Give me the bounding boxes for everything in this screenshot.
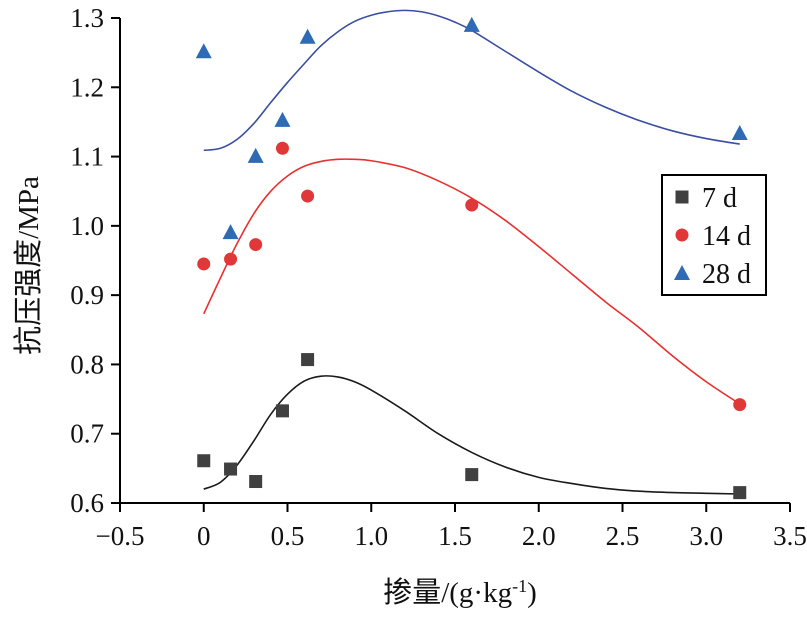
- data-point-7d: [301, 353, 315, 367]
- fit-curves: [203, 9, 741, 495]
- fit-curve-14d: [203, 158, 741, 405]
- x-axis-title-sup: -1: [512, 576, 527, 596]
- x-tick-label: 1.5: [438, 521, 472, 551]
- data-point-7d: [465, 468, 479, 482]
- x-tick-label: 1.0: [354, 521, 388, 551]
- data-point-14d: [249, 238, 263, 252]
- y-axis-title: 抗压强度/MPa: [12, 176, 45, 355]
- y-tick-label: 0.9: [70, 280, 104, 310]
- data-point-28d: [274, 111, 291, 127]
- y-tick-label: 0.6: [70, 488, 104, 518]
- y-ticks: 0.6 0.7 0.8 0.9 1.0 1.1 1.2 1.3: [70, 3, 120, 518]
- x-tick-label: 0.5: [271, 521, 305, 551]
- data-point-7d: [249, 475, 263, 489]
- fit-curve-7d: [203, 375, 740, 495]
- x-tick-label: 3.0: [689, 521, 723, 551]
- data-point-14d: [465, 198, 479, 212]
- data-point-28d: [222, 224, 239, 240]
- data-point-14d: [275, 141, 289, 155]
- data-point-28d: [195, 43, 212, 59]
- x-tick-label: 0: [197, 521, 211, 551]
- data-point-14d: [733, 398, 747, 412]
- x-tick-label: 2.5: [606, 521, 640, 551]
- data-point-7d: [275, 404, 289, 418]
- data-point-7d: [224, 462, 238, 476]
- data-point-7d: [733, 486, 747, 500]
- data-point-28d: [247, 147, 264, 163]
- x-ticks: −0.5 0 0.5 1.0 1.5 2.0 2.5 3.0 3.5: [96, 503, 807, 551]
- legend-items: 7 d 14 d 28 d: [674, 183, 751, 290]
- x-tick-label: 3.5: [773, 521, 807, 551]
- data-point-14d: [197, 257, 211, 271]
- legend-marker-14d: [675, 228, 689, 242]
- x-tick-label: 2.0: [522, 521, 556, 551]
- y-tick-label: 1.3: [70, 3, 104, 33]
- data-point-7d: [197, 454, 211, 468]
- x-axis-title-end: ): [527, 577, 537, 609]
- data-point-14d: [224, 252, 238, 266]
- data-point-28d: [463, 16, 480, 32]
- legend-label: 28 d: [702, 259, 751, 290]
- axes: −0.5 0 0.5 1.0 1.5 2.0 2.5 3.0 3.5 0.6 0.7 0.8 0.9 1…: [70, 3, 807, 551]
- legend-marker-28d: [674, 265, 690, 280]
- y-tick-label: 1.1: [70, 142, 104, 172]
- legend-marker-7d: [675, 190, 689, 204]
- data-points: [195, 16, 748, 500]
- data-point-14d: [301, 189, 315, 203]
- x-axis-title-main: 掺量/(g·kg: [383, 576, 512, 609]
- data-point-28d: [731, 125, 748, 141]
- y-tick-label: 1.0: [70, 211, 104, 241]
- legend-label: 14 d: [702, 221, 751, 252]
- legend: 7 d 14 d 28 d: [661, 174, 767, 296]
- y-tick-label: 0.8: [70, 349, 104, 379]
- y-tick-label: 0.7: [70, 419, 104, 449]
- fit-curve-28d: [203, 9, 740, 152]
- x-tick-label: −0.5: [96, 521, 145, 551]
- legend-label: 7 d: [702, 183, 737, 214]
- data-point-28d: [299, 28, 316, 44]
- x-axis-title: 掺量/(g·kg-1): [383, 576, 537, 609]
- y-tick-label: 1.2: [70, 72, 104, 102]
